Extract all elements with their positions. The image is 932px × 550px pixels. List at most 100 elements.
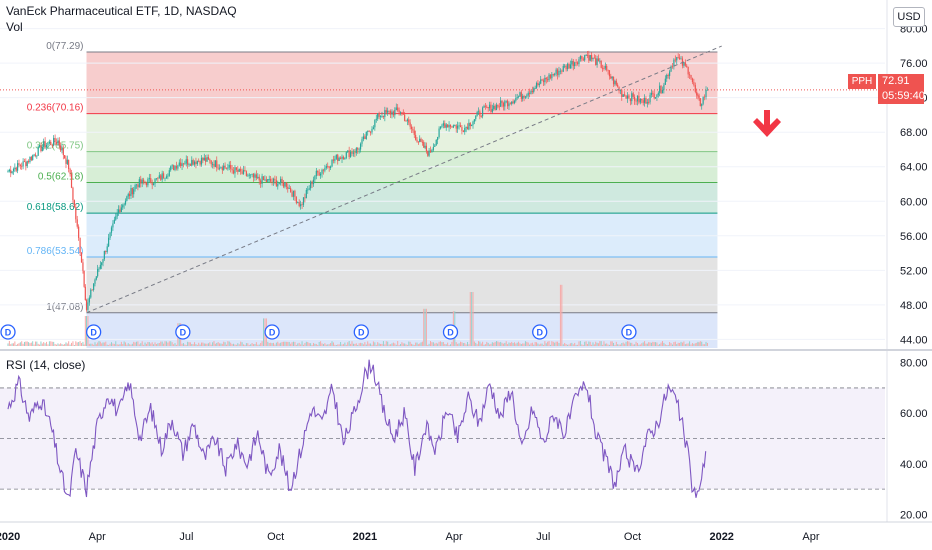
volume-bar	[185, 344, 187, 346]
candle-body	[365, 131, 367, 139]
candle-body	[160, 175, 162, 180]
chart-title[interactable]: VanEck Pharmaceutical ETF, 1D, NASDAQ	[6, 4, 237, 18]
candle-body	[561, 70, 563, 72]
volume-bar	[381, 343, 383, 346]
dividend-marker[interactable]	[85, 324, 102, 340]
volume-bar	[30, 342, 32, 346]
volume-bar	[263, 318, 265, 346]
dividend-marker[interactable]	[621, 324, 637, 340]
candle-body	[83, 270, 85, 287]
trendline[interactable]	[86, 45, 722, 314]
volume-bar	[174, 343, 176, 346]
candle-body	[491, 108, 493, 112]
volume-bar	[37, 343, 39, 346]
volume-bar	[513, 342, 515, 346]
volume-bar	[401, 342, 403, 346]
candle-body	[315, 170, 317, 177]
volume-bar	[129, 344, 131, 346]
dividend-marker-label: D	[180, 328, 187, 338]
volume-bar	[477, 341, 479, 346]
candle-body	[25, 161, 27, 167]
candle-body	[58, 140, 60, 146]
rsi-tick-label: 40.00	[900, 459, 928, 471]
volume-bar	[442, 342, 444, 346]
currency-button[interactable]: USD	[893, 7, 925, 27]
volume-bar	[667, 344, 669, 346]
volume-bar	[254, 343, 256, 346]
candle-body	[274, 178, 276, 181]
candle-body	[262, 176, 265, 181]
volume-bar	[116, 344, 118, 346]
candle-body	[648, 102, 650, 103]
volume-bar	[629, 342, 631, 346]
time-axis[interactable]: 2020 Apr Jul Oct 2021 Apr Jul Oct 2022 Apr	[0, 521, 932, 543]
volume-bar	[261, 341, 263, 346]
candle-body	[634, 96, 636, 101]
volume-bar	[268, 343, 270, 346]
volume-bar	[617, 344, 619, 346]
volume-bar	[170, 341, 172, 346]
candle-body	[676, 57, 678, 61]
candle-body	[482, 107, 484, 117]
candle-body	[90, 289, 92, 298]
volume-bar	[663, 342, 665, 346]
candle-body	[80, 252, 83, 263]
dividend-marker[interactable]	[264, 324, 280, 340]
candle-body	[377, 113, 379, 119]
candle-body	[452, 125, 454, 128]
volume-bar	[81, 342, 83, 346]
candle-body	[617, 84, 619, 87]
volume-label[interactable]: Vol	[6, 20, 23, 34]
candle-body	[484, 105, 486, 107]
volume-bar	[585, 341, 587, 346]
time-tick-label: Jul	[179, 531, 193, 543]
volume-bar	[486, 341, 488, 346]
candle-body	[118, 209, 120, 213]
rsi-pane[interactable]: 80.00 60.00 40.00 20.00	[0, 349, 932, 521]
volume-bar	[337, 344, 339, 346]
candle-body	[663, 84, 665, 90]
volume-bar	[126, 344, 128, 346]
volume-bar	[591, 344, 593, 346]
candle-body	[23, 161, 26, 163]
dividend-marker[interactable]	[353, 324, 369, 340]
volume-bar	[581, 344, 583, 346]
volume-bar	[151, 342, 153, 346]
candle-body	[223, 165, 225, 171]
volume-bar	[60, 343, 62, 346]
candle-body	[513, 100, 516, 104]
dividend-marker[interactable]	[442, 324, 459, 340]
volume-bar	[203, 343, 205, 346]
candle-body	[566, 63, 569, 70]
volume-bar	[219, 343, 221, 346]
dividend-marker[interactable]	[0, 324, 16, 340]
rsi-label[interactable]: RSI (14, close)	[6, 358, 86, 372]
candle-body	[255, 174, 257, 178]
volume-bar	[43, 342, 45, 346]
candle-body	[337, 154, 339, 161]
volume-bar	[301, 341, 303, 346]
candle-body	[70, 173, 73, 188]
volume-bar	[21, 341, 23, 346]
volume-bar	[421, 341, 423, 346]
dividend-marker[interactable]	[532, 324, 548, 340]
rsi-line	[7, 359, 707, 498]
candle-body	[535, 82, 538, 89]
candle-body	[268, 178, 270, 180]
candle-body	[696, 91, 698, 96]
candle-body	[234, 167, 236, 174]
dividend-marker[interactable]	[175, 324, 191, 340]
volume-bar	[325, 344, 327, 346]
volume-bar	[71, 342, 73, 346]
volume-bar	[380, 343, 382, 346]
down-arrow-annotation[interactable]	[753, 110, 781, 137]
volume-bar	[62, 344, 64, 346]
candle-body	[338, 157, 340, 161]
trendline-dashed[interactable]	[86, 45, 722, 314]
candle-body	[423, 142, 425, 148]
candle-body	[632, 93, 634, 97]
candle-body	[64, 155, 66, 159]
volume-bar	[519, 343, 521, 346]
